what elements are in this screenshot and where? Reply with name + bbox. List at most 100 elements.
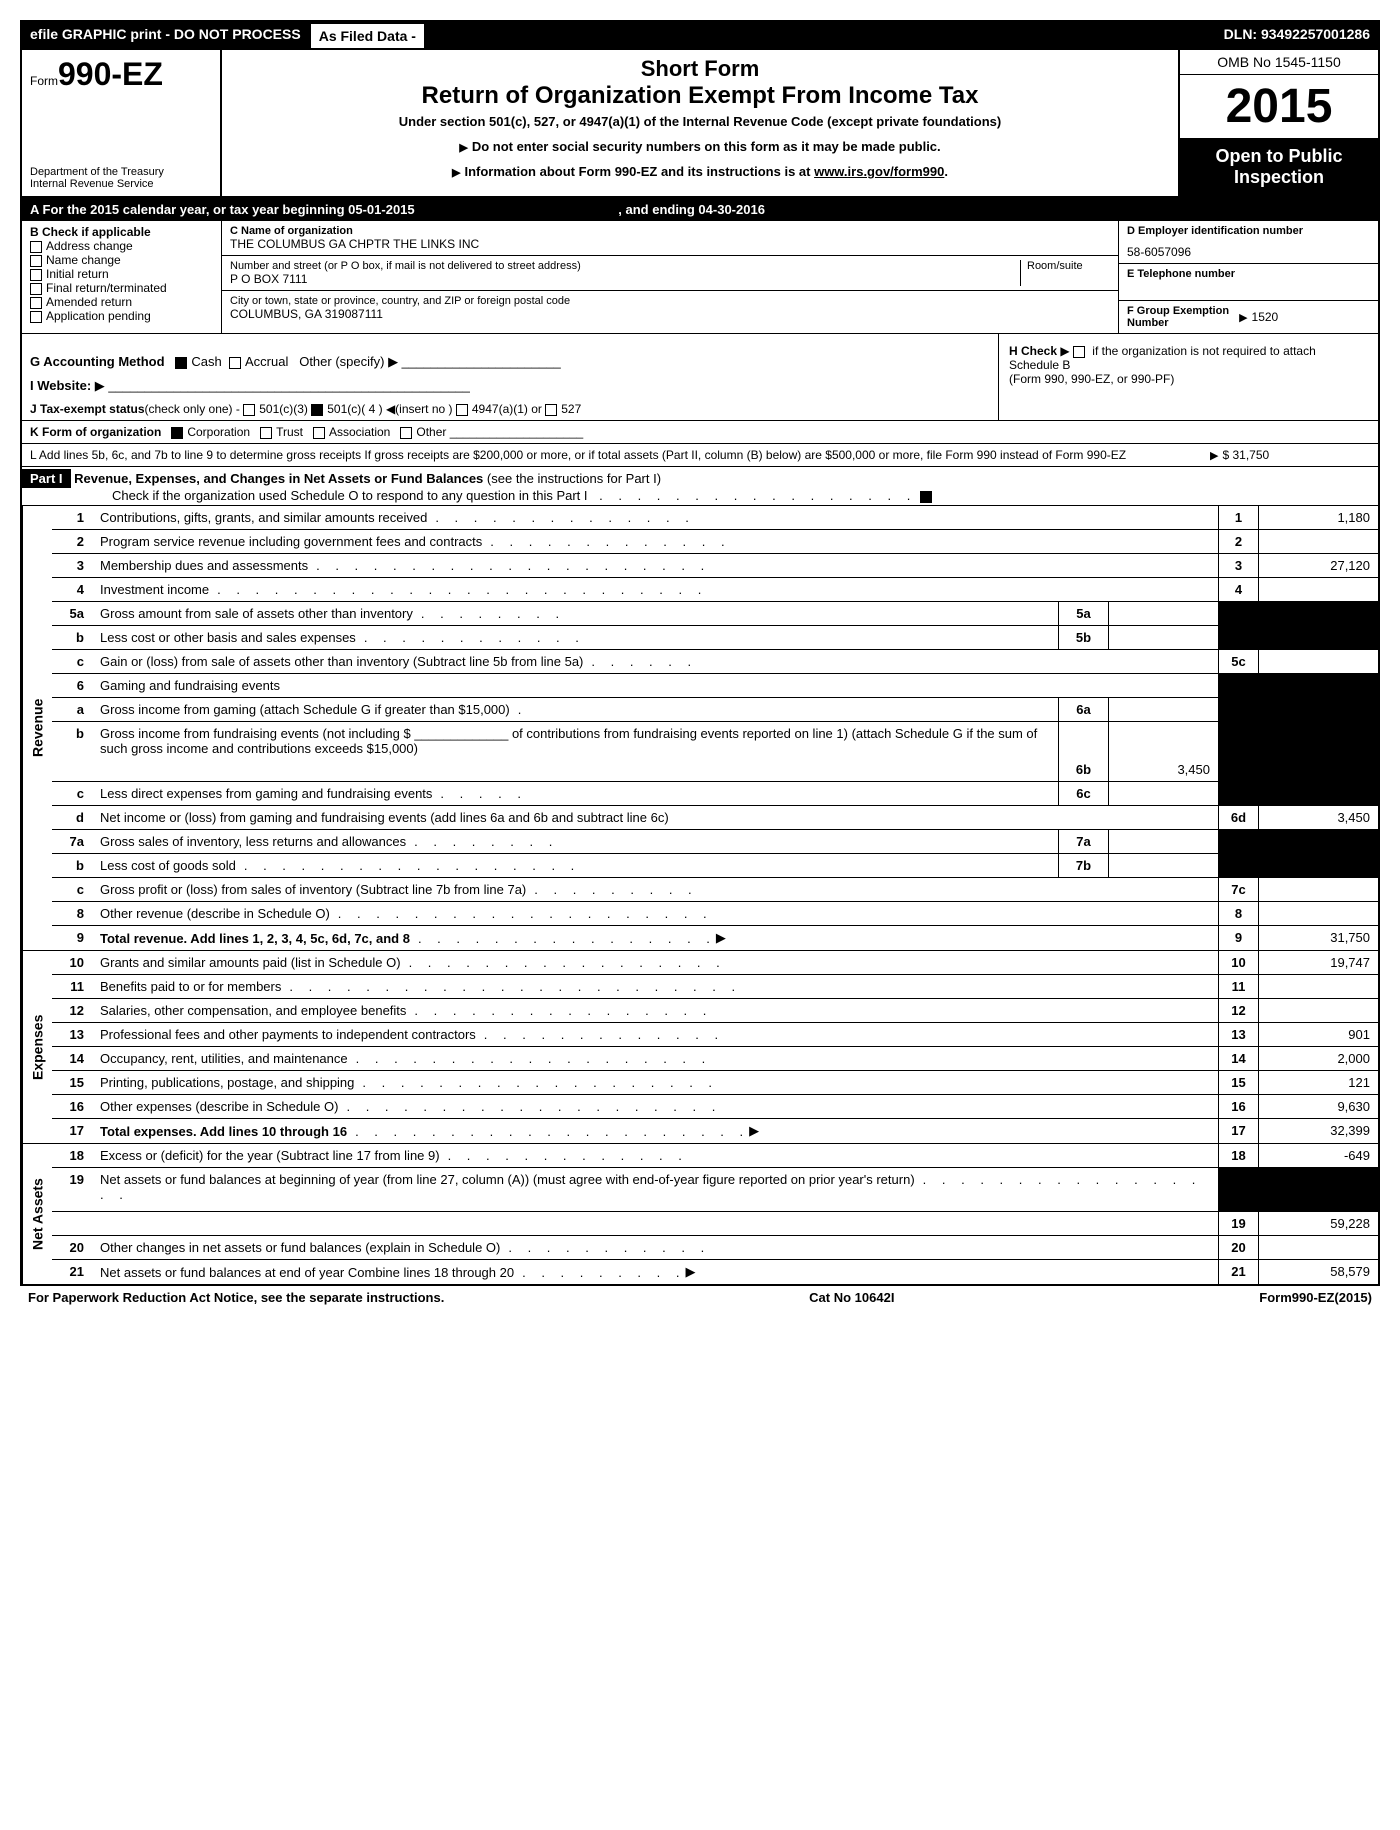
l5b-rshade — [1218, 626, 1258, 649]
row-k: K Form of organization Corporation Trust… — [22, 421, 1378, 444]
i-label: I Website: — [30, 378, 91, 393]
revenue-section: Revenue 1 Contributions, gifts, grants, … — [22, 506, 1378, 950]
section-a-row: A For the 2015 calendar year, or tax yea… — [22, 198, 1378, 221]
l7b-vshade — [1258, 854, 1378, 877]
l2-desc: Program service revenue including govern… — [92, 530, 1218, 553]
chk-amended[interactable]: Amended return — [30, 295, 213, 309]
l1-text: Contributions, gifts, grants, and simila… — [100, 510, 427, 525]
open-to-public: Open to Public Inspection — [1180, 138, 1378, 196]
lbl-address-change: Address change — [46, 239, 133, 253]
l19-vshade-top — [1258, 1168, 1378, 1211]
l12-num: 12 — [52, 999, 92, 1022]
l7c-val — [1258, 878, 1378, 901]
l15-text: Printing, publications, postage, and shi… — [100, 1075, 354, 1090]
l19-rshade — [1218, 1168, 1258, 1211]
l14-rnum: 14 — [1218, 1047, 1258, 1070]
org-city-row: City or town, state or province, country… — [222, 291, 1118, 325]
chk-pending[interactable]: Application pending — [30, 309, 213, 323]
l20-desc: Other changes in net assets or fund bala… — [92, 1236, 1218, 1259]
l6b-rshade — [1218, 722, 1258, 781]
gh-left: G Accounting Method Cash Accrual Other (… — [22, 334, 998, 420]
line-9: 9 Total revenue. Add lines 1, 2, 3, 4, 5… — [52, 926, 1378, 950]
lbl-amended: Amended return — [46, 295, 132, 309]
line-4: 4 Investment income. . . . . . . . . . .… — [52, 578, 1378, 602]
chk-initial[interactable]: Initial return — [30, 267, 213, 281]
row-i: I Website: ▶ ___________________________… — [22, 374, 998, 398]
l6d-desc: Net income or (loss) from gaming and fun… — [92, 806, 1218, 829]
l-text: L Add lines 5b, 6c, and 7b to line 9 to … — [30, 448, 1210, 462]
chk-527[interactable] — [545, 404, 557, 416]
lbl-501c: 501(c)( 4 ) — [327, 402, 382, 416]
chk-assoc[interactable] — [313, 427, 325, 439]
l18-desc: Excess or (deficit) for the year (Subtra… — [92, 1144, 1218, 1167]
l6-vshade — [1258, 674, 1378, 697]
col-c: C Name of organization THE COLUMBUS GA C… — [222, 221, 1118, 333]
chk-501c[interactable] — [311, 404, 323, 416]
lbl-initial: Initial return — [46, 267, 109, 281]
l4-val — [1258, 578, 1378, 601]
org-city: COLUMBUS, GA 319087111 — [230, 307, 1110, 321]
arrow-icon — [452, 164, 464, 179]
section-a-text: A For the 2015 calendar year, or tax yea… — [30, 202, 415, 217]
header-left: Form990-EZ Department of the Treasury In… — [22, 50, 222, 196]
chk-501c3[interactable] — [243, 404, 255, 416]
chk-final[interactable]: Final return/terminated — [30, 281, 213, 295]
l17-val: 32,399 — [1258, 1119, 1378, 1143]
chk-schedule-b[interactable] — [1073, 346, 1085, 358]
chk-4947[interactable] — [456, 404, 468, 416]
l18-rnum: 18 — [1218, 1144, 1258, 1167]
line-5b: b Less cost or other basis and sales exp… — [52, 626, 1378, 650]
group-exemption-row: F Group Exemption Number 1520 — [1119, 301, 1378, 333]
chk-schedule-o[interactable] — [920, 491, 932, 503]
line-21: 21 Net assets or fund balances at end of… — [52, 1260, 1378, 1284]
l6c-text: Less direct expenses from gaming and fun… — [100, 786, 432, 801]
header-mid: Short Form Return of Organization Exempt… — [222, 50, 1178, 196]
l12-text: Salaries, other compensation, and employ… — [100, 1003, 406, 1018]
l6a-text: Gross income from gaming (attach Schedul… — [100, 702, 510, 717]
l19-text: Net assets or fund balances at beginning… — [100, 1172, 915, 1187]
l6b-sn: 6b — [1058, 722, 1108, 781]
revenue-label: Revenue — [22, 506, 52, 950]
chk-accrual[interactable] — [229, 357, 241, 369]
l6-text: Gaming and fundraising events — [100, 678, 280, 693]
h-label: H Check — [1009, 344, 1057, 358]
chk-other-org[interactable] — [400, 427, 412, 439]
l8-num: 8 — [52, 902, 92, 925]
expenses-section: Expenses 10 Grants and similar amounts p… — [22, 950, 1378, 1143]
l5b-text: Less cost or other basis and sales expen… — [100, 630, 356, 645]
chk-trust[interactable] — [260, 427, 272, 439]
l5a-desc: Gross amount from sale of assets other t… — [92, 602, 1058, 625]
chk-cash[interactable] — [175, 357, 187, 369]
j-label: J Tax-exempt status — [30, 402, 145, 416]
l5a-sn: 5a — [1058, 602, 1108, 625]
lbl-corp: Corporation — [187, 425, 250, 439]
line-8: 8 Other revenue (describe in Schedule O)… — [52, 902, 1378, 926]
chk-address-change[interactable]: Address change — [30, 239, 213, 253]
l18-text: Excess or (deficit) for the year (Subtra… — [100, 1148, 440, 1163]
l1-rnum: 1 — [1218, 506, 1258, 529]
l7c-num: c — [52, 878, 92, 901]
lbl-trust: Trust — [276, 425, 303, 439]
l4-rnum: 4 — [1218, 578, 1258, 601]
org-address: P O BOX 7111 — [230, 272, 1020, 286]
l6a-num: a — [52, 698, 92, 721]
info-text: Information about Form 990-EZ and its in… — [464, 164, 814, 179]
l6c-sv — [1108, 782, 1218, 805]
line-6b: b Gross income from fundraising events (… — [52, 722, 1378, 782]
section-a-ending: , and ending 04-30-2016 — [618, 202, 765, 217]
l6-rshade — [1218, 674, 1258, 697]
chk-name-change[interactable]: Name change — [30, 253, 213, 267]
row-j: J Tax-exempt status(check only one) - 50… — [22, 398, 998, 420]
l6b-sv: 3,450 — [1108, 722, 1218, 781]
line-2: 2 Program service revenue including gove… — [52, 530, 1378, 554]
lbl-final: Final return/terminated — [46, 281, 167, 295]
gh-block: G Accounting Method Cash Accrual Other (… — [22, 334, 1378, 421]
k-label: K Form of organization — [30, 425, 161, 439]
irs-link[interactable]: www.irs.gov/form990 — [814, 164, 944, 179]
org-name-label: C Name of organization — [230, 225, 1110, 237]
chk-corp[interactable] — [171, 427, 183, 439]
line-11: 11 Benefits paid to or for members. . . … — [52, 975, 1378, 999]
l19-val: 59,228 — [1258, 1212, 1378, 1235]
l5a-sv — [1108, 602, 1218, 625]
tel-label: E Telephone number — [1127, 268, 1370, 280]
